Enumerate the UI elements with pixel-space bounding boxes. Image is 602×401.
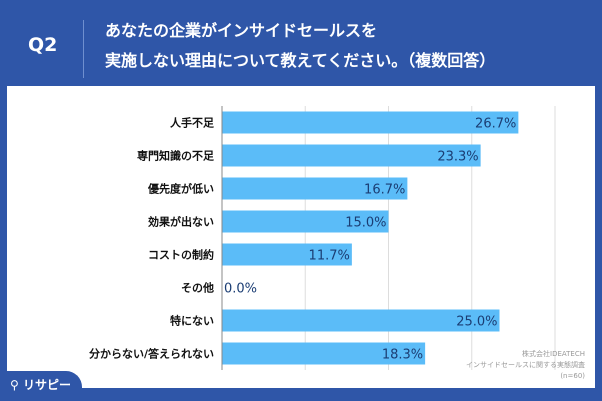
question-number: Q2 xyxy=(28,34,58,56)
category-label: 効果が出ない xyxy=(148,215,214,229)
sample-size: (n=60) xyxy=(560,372,585,380)
value-label: 0.0% xyxy=(224,282,257,297)
bar xyxy=(222,243,352,266)
category-label: 人手不足 xyxy=(170,116,215,130)
source-company: 株式会社IDEATECH xyxy=(522,350,585,358)
pin-icon: ⚲ xyxy=(10,378,19,392)
logo: ⚲ リサピー xyxy=(0,371,82,401)
title-line-1: あなたの企業がインサイドセールスを xyxy=(105,21,378,40)
divider xyxy=(83,20,84,78)
bar-chart: 人手不足 26.7% 専門知識の不足 23.3% 優先度が低い 16.7% 効果が出ない 15… xyxy=(89,106,556,370)
value-label: 26.7% xyxy=(475,117,516,132)
chart-panel: 人手不足 26.7% 専門知識の不足 23.3% 優先度が低い 16.7% 効果が出ない 15… xyxy=(7,86,595,388)
value-label: 25.0% xyxy=(456,315,497,330)
bar xyxy=(222,177,408,200)
value-label: 16.7% xyxy=(364,183,405,198)
category-label: その他 xyxy=(181,281,214,295)
bar xyxy=(222,210,389,233)
logo-text: リサピー xyxy=(22,378,71,392)
category-label: 分からない/答えられない xyxy=(89,347,214,361)
value-label: 15.0% xyxy=(345,216,386,231)
category-label: コストの制約 xyxy=(148,248,214,262)
value-label: 18.3% xyxy=(382,348,423,363)
category-label: 優先度が低い xyxy=(147,182,214,196)
category-label: 特にない xyxy=(170,314,214,328)
title-line-2: 実施しない理由について教えてください。（複数回答） xyxy=(105,51,496,70)
category-label: 専門知識の不足 xyxy=(137,149,215,163)
bar xyxy=(222,342,426,365)
bar xyxy=(222,111,519,134)
bar xyxy=(222,309,500,332)
bar xyxy=(222,144,481,167)
source-survey: インサイドセールスに関する実態調査 xyxy=(466,361,585,369)
page-title: あなたの企業がインサイドセールスを 実施しない理由について教えてください。（複数… xyxy=(105,16,495,76)
source-note: 株式会社IDEATECH インサイドセールスに関する実態調査 (n=60) xyxy=(466,349,585,382)
value-label: 23.3% xyxy=(437,150,478,165)
value-label: 11.7% xyxy=(309,249,350,264)
